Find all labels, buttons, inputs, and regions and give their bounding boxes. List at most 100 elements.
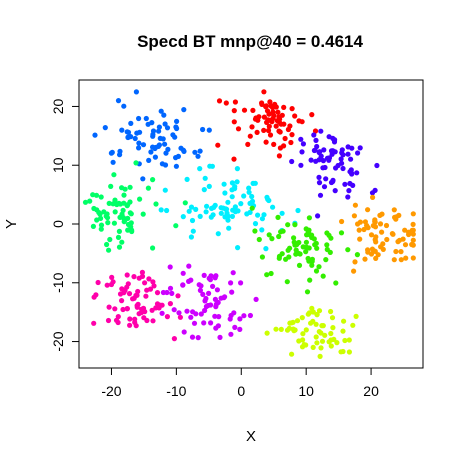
data-point [246,189,252,195]
data-point [289,158,295,165]
data-point [128,120,134,126]
y-tick-label: -20 [50,331,66,351]
data-point [231,119,237,125]
data-point [195,335,201,341]
data-point [108,281,115,288]
data-point [285,126,291,133]
data-point [338,156,344,162]
data-point [180,282,186,288]
data-point [180,270,186,276]
data-point [365,207,371,213]
data-point [329,315,336,321]
data-point [214,287,220,293]
data-point [330,178,336,185]
data-point [249,205,255,211]
data-point [208,320,214,326]
data-point [134,303,140,309]
data-point [116,244,123,250]
data-point [303,327,309,333]
data-point [259,227,265,233]
data-point [191,320,198,326]
x-tick-label: 0 [237,383,245,399]
data-point [202,298,208,304]
data-point [206,127,212,133]
data-point [375,252,381,258]
data-point [391,207,397,213]
data-point [90,192,96,198]
data-point [285,222,291,228]
data-point [268,270,274,277]
data-point [172,134,178,140]
data-point [216,314,222,320]
data-point [201,320,207,326]
data-point [300,331,306,337]
data-point [329,151,335,157]
data-point [188,314,194,320]
data-point [145,185,151,191]
data-point [153,305,159,311]
data-point [124,306,130,312]
data-point [103,213,109,219]
data-point [320,158,326,164]
data-point [314,311,320,318]
data-point [142,280,148,286]
data-point [263,104,269,110]
data-point [402,242,409,248]
data-point [180,147,186,153]
data-point [330,135,336,141]
data-point [136,140,142,146]
data-point [261,212,267,218]
data-point [225,199,231,205]
data-point [289,132,295,138]
data-point [203,209,209,215]
data-point [256,236,262,243]
y-axis: -20 -10 0 10 20 [50,98,79,352]
data-point [94,217,100,223]
data-point [292,222,298,228]
data-point [98,222,105,228]
data-point [209,205,215,211]
data-point [308,157,314,163]
data-point [348,156,354,162]
data-point [357,145,363,151]
data-point [115,314,121,320]
data-point [308,320,314,326]
data-point [150,131,156,138]
data-point [159,302,165,308]
data-point [209,163,215,169]
data-point [299,149,305,155]
data-point [296,262,303,268]
data-point [324,242,330,248]
data-point [279,251,285,257]
data-point [282,135,288,142]
data-point [156,142,162,148]
data-point [206,290,212,296]
data-point [403,255,409,261]
data-point [182,200,188,206]
data-point [160,289,166,296]
data-point [295,207,301,214]
data-point [153,201,159,207]
data-point [210,283,216,289]
data-point [177,314,183,320]
data-point [174,118,180,124]
data-point [277,129,283,135]
data-point [222,190,228,196]
data-point [206,275,212,281]
data-point [223,100,229,106]
data-point [125,215,131,221]
data-point [124,284,130,290]
data-point [252,221,259,227]
data-point [102,125,108,131]
data-point [224,206,230,212]
data-point [91,320,97,326]
data-point [410,255,416,261]
data-point [310,309,316,315]
data-point [237,316,243,322]
data-point [402,227,408,233]
data-point [208,214,214,220]
data-point [158,207,164,213]
data-point [189,217,196,224]
data-point [270,105,276,111]
data-point [309,258,315,264]
